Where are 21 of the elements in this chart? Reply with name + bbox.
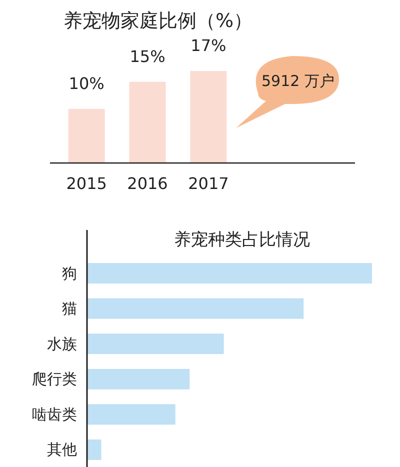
chart-title: 养宠物家庭比例（%）	[63, 10, 253, 32]
bar	[87, 298, 304, 319]
y-tick-label: 猫	[62, 300, 77, 318]
x-tick-label: 2016	[127, 174, 168, 193]
bar	[87, 263, 372, 284]
data-label: 15%	[130, 46, 166, 66]
x-tick-label: 2015	[66, 174, 107, 193]
chart-title: 养宠种类占比情况	[174, 230, 310, 250]
bar	[87, 368, 190, 390]
bar	[87, 334, 224, 354]
data-label: 10%	[68, 74, 104, 93]
bar	[87, 404, 176, 425]
x-tick-label: 2017	[188, 174, 229, 193]
y-tick-label: 其他	[47, 440, 77, 459]
y-tick-label: 水族	[47, 334, 77, 353]
text: 5912 万户	[262, 72, 334, 90]
y-tick-label: 啮齿类	[32, 405, 77, 424]
y-tick-label: 爬行类	[32, 370, 77, 388]
data-label: 17%	[190, 36, 226, 55]
y-tick-label: 狗	[62, 264, 77, 282]
bar	[87, 439, 102, 460]
